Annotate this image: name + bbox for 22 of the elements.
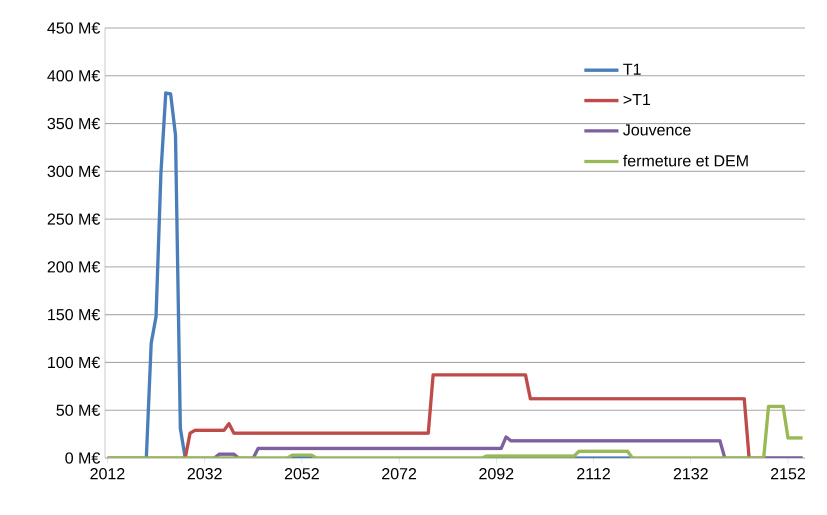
legend-label: fermeture et DEM — [623, 154, 748, 166]
y-tick-label: 300 M€ — [48, 166, 100, 177]
y-tick-label: 150 M€ — [48, 309, 100, 320]
x-tick-label: 2072 — [382, 468, 416, 480]
legend-label: Jouvence — [623, 124, 691, 136]
y-tick-label: 50 M€ — [56, 404, 100, 416]
y-tick-label: 450 M€ — [47, 22, 100, 34]
legend-label: T1 — [623, 64, 641, 75]
x-tick-label: 2052 — [284, 468, 319, 480]
x-tick-label: 2032 — [188, 468, 222, 480]
y-tick-label: 350 M€ — [48, 118, 100, 130]
y-tick-label: 400 M€ — [47, 70, 100, 82]
x-tick-label: 2112 — [577, 468, 610, 480]
y-tick-label: 200 M€ — [48, 261, 100, 273]
y-tick-label: 100 M€ — [48, 356, 100, 368]
legend-label: >T1 — [624, 94, 650, 106]
y-tick-label: 0 M€ — [65, 452, 100, 464]
x-tick-label: 2092 — [479, 468, 514, 480]
y-tick-label: 250 M€ — [48, 213, 100, 225]
x-tick-label: 2132 — [674, 468, 708, 480]
x-tick-label: 2152 — [770, 468, 805, 480]
x-tick-label: 2012 — [90, 468, 124, 480]
